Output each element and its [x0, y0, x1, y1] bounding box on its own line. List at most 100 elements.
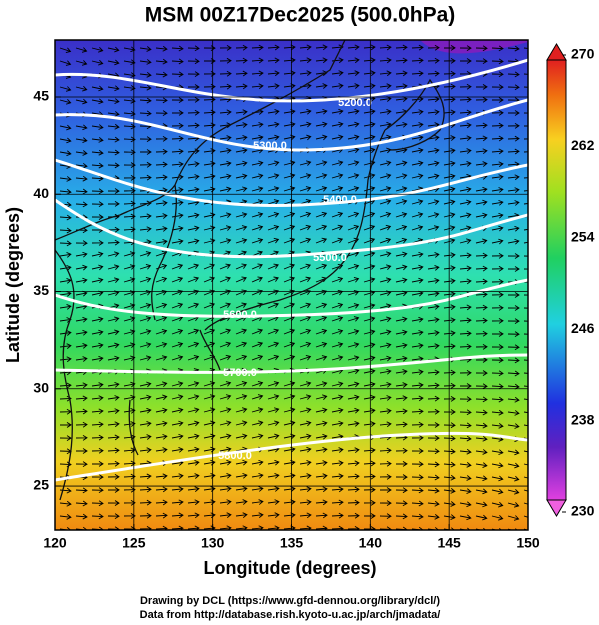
wind-arrow — [299, 315, 312, 322]
wind-arrow — [235, 147, 248, 154]
wind-arrow — [299, 134, 312, 141]
wind-arrow — [331, 525, 344, 530]
wind-arrow — [155, 486, 168, 493]
wind-arrow — [107, 316, 120, 323]
wind-arrow — [475, 475, 488, 482]
wind-arrow — [107, 460, 120, 467]
wind-arrow — [315, 263, 328, 270]
wind-arrow — [363, 303, 376, 309]
wind-arrow — [235, 238, 248, 244]
wind-arrow — [251, 173, 264, 180]
wind-arrow — [395, 199, 408, 205]
wind-arrow — [59, 240, 72, 247]
wind-arrow — [107, 408, 120, 414]
wind-arrow — [59, 291, 72, 297]
wind-arrow — [235, 394, 248, 400]
wind-arrow — [523, 241, 528, 244]
wind-arrow — [331, 302, 344, 309]
wind-arrow — [427, 57, 440, 64]
wind-arrow — [187, 58, 200, 65]
contour-label: 5700.0 — [223, 367, 257, 379]
wind-arrow — [123, 342, 136, 349]
wind-arrow — [139, 59, 152, 65]
wind-arrow — [299, 302, 312, 309]
x-tick-label: 150 — [516, 535, 540, 551]
wind-arrow — [155, 239, 168, 245]
wind-arrow — [459, 186, 472, 193]
wind-arrow — [91, 162, 104, 169]
wind-arrow — [299, 263, 312, 270]
wind-arrow — [267, 512, 280, 519]
wind-arrow — [427, 278, 440, 284]
wind-arrow — [379, 211, 392, 218]
wind-arrow — [411, 122, 424, 128]
wind-arrow — [523, 502, 528, 505]
wind-arrow — [491, 122, 504, 129]
wind-arrow — [219, 135, 232, 141]
wind-arrow — [267, 499, 280, 505]
wind-arrow — [475, 370, 488, 376]
wind-arrow — [459, 225, 472, 232]
x-tick-label: 120 — [43, 535, 67, 551]
wind-arrow — [491, 449, 504, 456]
wind-arrow — [219, 83, 232, 90]
wind-arrow — [107, 85, 120, 92]
wind-arrow — [267, 212, 280, 218]
wind-arrow — [475, 409, 488, 416]
wind-arrow — [491, 161, 504, 168]
wind-arrow — [331, 329, 344, 335]
wind-arrow — [507, 462, 520, 469]
wind-arrow — [91, 408, 104, 415]
wind-arrow — [315, 134, 328, 141]
wind-arrow — [235, 486, 248, 492]
wind-arrow — [75, 382, 88, 389]
wind-arrow — [379, 44, 392, 51]
wind-arrow — [59, 137, 72, 144]
wind-arrow — [251, 420, 264, 427]
wind-arrow — [171, 328, 184, 335]
wind-arrow — [475, 161, 488, 167]
wind-arrow — [299, 473, 312, 479]
wind-arrow — [299, 407, 312, 414]
wind-arrow — [171, 407, 184, 414]
wind-arrow — [187, 122, 200, 129]
wind-arrow — [411, 408, 424, 415]
wind-arrow — [411, 277, 424, 284]
wind-arrow — [347, 342, 360, 348]
wind-arrow — [507, 502, 520, 508]
wind-arrow — [491, 370, 504, 377]
wind-arrow — [331, 499, 344, 506]
wind-arrow — [347, 447, 360, 454]
wind-arrow — [299, 108, 312, 115]
wind-arrow — [379, 83, 392, 89]
colorbar-tick-label: 270 — [571, 46, 595, 62]
wind-arrow — [347, 316, 360, 322]
wind-arrow — [299, 57, 312, 64]
wind-arrow — [219, 263, 231, 270]
wind-arrow — [347, 381, 360, 388]
wind-arrow — [523, 424, 528, 427]
wind-arrow — [299, 224, 312, 231]
wind-arrow — [395, 421, 408, 428]
wind-arrow — [155, 226, 168, 232]
wind-arrow — [347, 44, 360, 51]
wind-arrow — [75, 98, 88, 105]
wind-arrow — [379, 277, 392, 283]
wind-arrow — [267, 173, 280, 179]
contour-label: 5300.0 — [253, 140, 287, 152]
wind-arrow — [347, 70, 360, 76]
wind-arrow — [459, 369, 472, 376]
wind-arrow — [475, 488, 488, 495]
wind-arrow — [411, 356, 424, 362]
wind-arrow — [331, 381, 344, 388]
wind-arrow — [283, 44, 296, 51]
wind-arrow — [315, 341, 328, 348]
wind-arrow — [411, 329, 424, 336]
wind-arrow — [91, 124, 104, 130]
wind-arrow — [411, 513, 424, 520]
wind-arrow — [283, 70, 296, 77]
wind-arrow — [219, 186, 232, 193]
wind-arrow — [523, 294, 528, 296]
wind-arrow — [523, 333, 528, 335]
wind-arrow — [107, 136, 120, 143]
